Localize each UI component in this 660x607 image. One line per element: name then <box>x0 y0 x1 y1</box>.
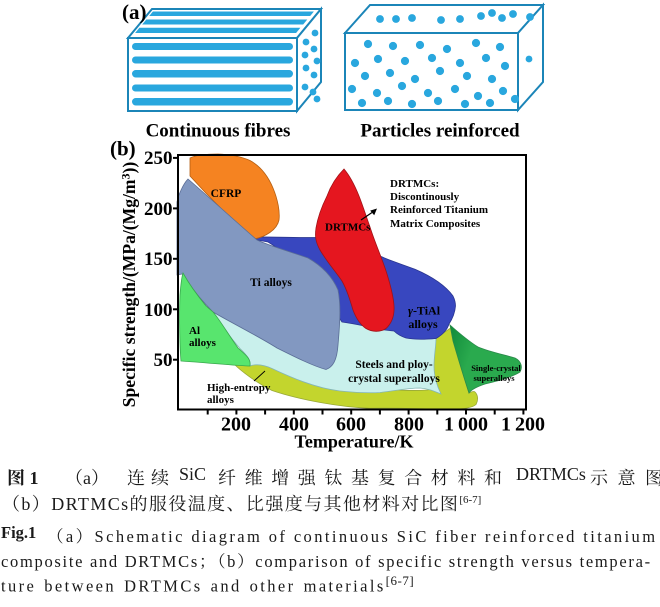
svg-text:(b): (b) <box>110 137 136 161</box>
svg-text:Steels and ploy-: Steels and ploy- <box>355 359 432 371</box>
svg-text:DRTMCs:: DRTMCs: <box>390 178 439 190</box>
svg-text:CFRP: CFRP <box>211 188 242 200</box>
svg-text:Reinforced Titanium: Reinforced Titanium <box>390 204 488 216</box>
svg-text:800: 800 <box>394 414 424 436</box>
svg-text:Continuous fibres: Continuous fibres <box>146 121 291 142</box>
svg-text:crystal superalloys: crystal superalloys <box>348 373 440 385</box>
svg-text:200: 200 <box>221 414 251 436</box>
svg-text:Matrix Composites: Matrix Composites <box>390 218 481 230</box>
svg-text:Particles reinforced: Particles reinforced <box>360 121 520 142</box>
svg-text:1 200: 1 200 <box>501 414 545 436</box>
svg-text:600: 600 <box>336 414 366 436</box>
svg-text:250: 250 <box>144 148 173 169</box>
svg-text:(a): (a) <box>122 0 147 24</box>
svg-text:50: 50 <box>154 350 173 371</box>
svg-text:superalloys: superalloys <box>473 373 515 383</box>
svg-text:alloys: alloys <box>408 317 438 331</box>
svg-text:200: 200 <box>144 199 173 220</box>
svg-text:γ-TiAl: γ-TiAl <box>408 304 441 318</box>
svg-text:alloys: alloys <box>189 337 217 349</box>
svg-text:High-entropy: High-entropy <box>207 382 271 394</box>
svg-text:DRTMCs: DRTMCs <box>325 222 371 234</box>
svg-text:Al: Al <box>189 325 200 337</box>
svg-text:Temperature/K: Temperature/K <box>295 432 414 452</box>
svg-text:alloys: alloys <box>207 394 235 406</box>
svg-text:400: 400 <box>279 414 309 436</box>
svg-text:1 000: 1 000 <box>444 414 488 436</box>
svg-text:Ti alloys: Ti alloys <box>250 277 292 289</box>
svg-text:150: 150 <box>144 249 173 270</box>
svg-text:Single-crystal: Single-crystal <box>471 363 521 373</box>
svg-text:100: 100 <box>144 300 173 321</box>
svg-text:Discontinously: Discontinously <box>390 191 460 203</box>
svg-text:Specific strength/(MPa/(Mg/m3): Specific strength/(MPa/(Mg/m3)) <box>119 162 140 408</box>
